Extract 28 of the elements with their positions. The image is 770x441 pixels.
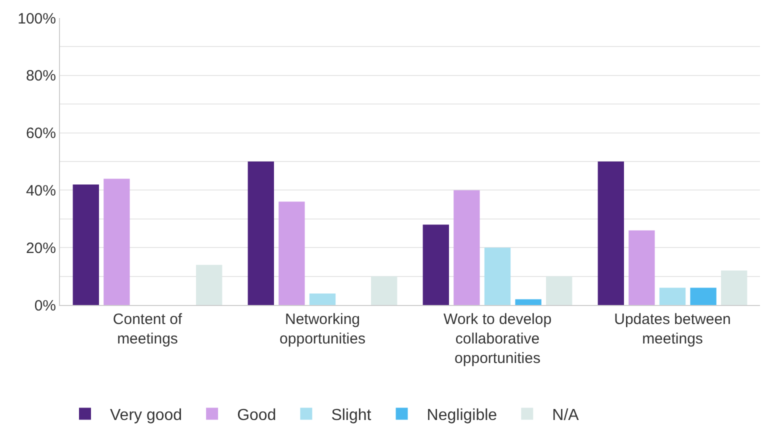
legend-label: Very good	[110, 406, 182, 424]
bar	[598, 162, 624, 305]
bar	[104, 178, 130, 305]
bar	[72, 184, 99, 305]
y-tick-label: 40%	[26, 182, 56, 200]
bar	[278, 202, 305, 305]
bar	[690, 288, 716, 305]
legend-label: Good	[237, 406, 276, 424]
y-tick-label: 60%	[26, 125, 56, 142]
x-tick-label: Content of meetings	[112, 311, 183, 348]
y-tick-label: 100%	[18, 10, 56, 28]
legend-label: Slight	[331, 406, 372, 424]
bar	[628, 230, 655, 305]
y-tick-label: 80%	[26, 68, 56, 85]
legend-label: Negligible	[426, 406, 498, 424]
bar	[309, 294, 336, 305]
x-tick-label: Work to develop collaborative opportunities	[443, 311, 552, 367]
bar	[484, 248, 511, 305]
legend-label: N/A	[552, 406, 580, 424]
bar	[248, 162, 274, 305]
y-tick-label: 0%	[34, 297, 56, 314]
y-tick-label: 20%	[26, 240, 56, 257]
x-tick-label: Networking opportunities	[280, 311, 366, 348]
bar	[515, 299, 542, 305]
bar	[454, 190, 480, 305]
bar	[659, 288, 686, 305]
x-tick-label: Updates between meetings	[614, 311, 731, 348]
bar	[422, 224, 449, 305]
